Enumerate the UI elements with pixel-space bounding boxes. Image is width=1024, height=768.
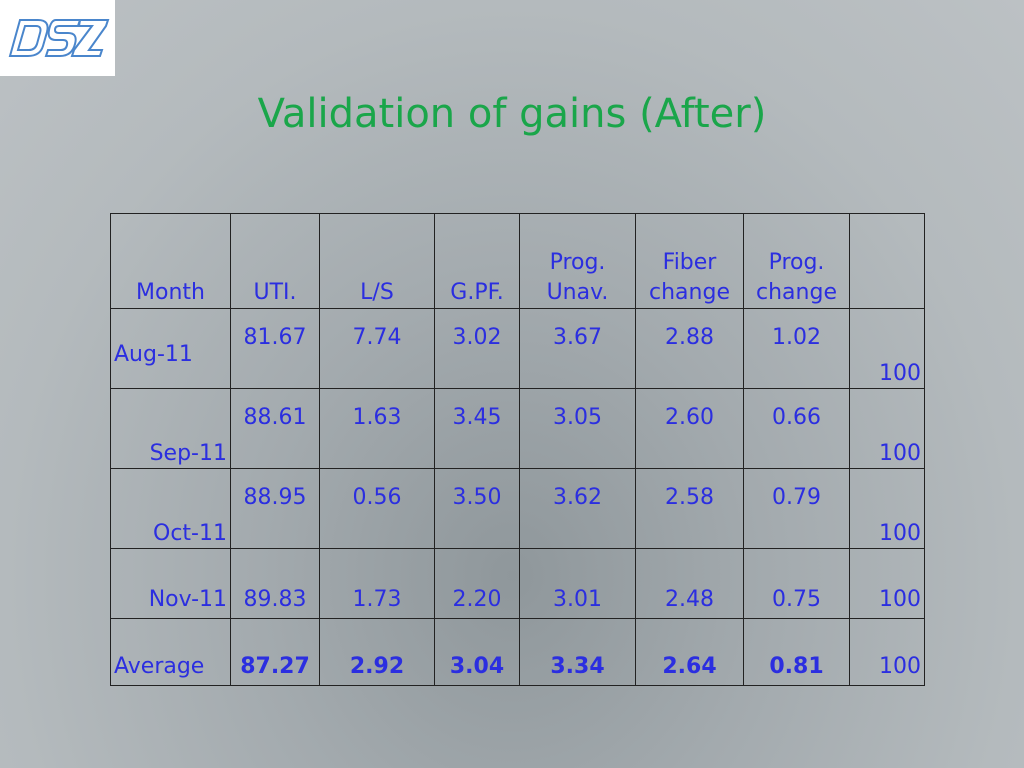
cell-avg-fiber-change: 2.64 — [635, 618, 744, 686]
header-prog-change-line2: change — [756, 280, 837, 305]
table-row: Nov-11 89.83 1.73 2.20 3.01 2.48 0.75 10… — [110, 548, 925, 619]
slide-title: Validation of gains (After) — [257, 91, 767, 137]
cell-month: Oct-11 — [110, 468, 231, 549]
cell-fiber-change: 2.88 — [635, 308, 744, 389]
cell-avg-ls: 2.92 — [319, 618, 435, 686]
cell-uti: 89.83 — [230, 548, 320, 619]
cell-uti: 81.67 — [230, 308, 320, 389]
cell-total: 100 — [849, 548, 925, 619]
dsz-logo-icon — [8, 19, 110, 57]
cell-prog-unav: 3.62 — [519, 468, 636, 549]
cell-fiber-change: 2.48 — [635, 548, 744, 619]
header-total — [849, 213, 925, 309]
cell-gpf: 3.02 — [434, 308, 520, 389]
header-ls: L/S — [319, 213, 435, 309]
cell-avg-gpf: 3.04 — [434, 618, 520, 686]
cell-prog-change: 0.75 — [743, 548, 850, 619]
table-header-row: Month UTI. L/S G.PF. Prog. Unav. Fiber c… — [110, 213, 925, 309]
cell-prog-change: 1.02 — [743, 308, 850, 389]
cell-avg-prog-change: 0.81 — [743, 618, 850, 686]
cell-prog-change: 0.79 — [743, 468, 850, 549]
cell-avg-uti: 87.27 — [230, 618, 320, 686]
cell-gpf: 2.20 — [434, 548, 520, 619]
cell-prog-unav: 3.05 — [519, 388, 636, 469]
cell-total: 100 — [849, 468, 925, 549]
cell-month: Aug-11 — [110, 308, 231, 389]
table-row: Sep-11 88.61 1.63 3.45 3.05 2.60 0.66 10… — [110, 388, 925, 469]
cell-avg-prog-unav: 3.34 — [519, 618, 636, 686]
header-fiber-change: Fiber change — [635, 213, 744, 309]
header-prog-change-line1: Prog. — [768, 250, 825, 275]
header-prog-unav-line1: Prog. — [549, 250, 606, 275]
cell-prog-unav: 3.67 — [519, 308, 636, 389]
cell-ls: 1.63 — [319, 388, 435, 469]
header-prog-change: Prog. change — [743, 213, 850, 309]
cell-prog-change: 0.66 — [743, 388, 850, 469]
cell-uti: 88.61 — [230, 388, 320, 469]
cell-ls: 7.74 — [319, 308, 435, 389]
header-prog-unav: Prog. Unav. — [519, 213, 636, 309]
cell-prog-unav: 3.01 — [519, 548, 636, 619]
cell-fiber-change: 2.58 — [635, 468, 744, 549]
gains-table: Month UTI. L/S G.PF. Prog. Unav. Fiber c… — [110, 213, 925, 686]
header-gpf: G.PF. — [434, 213, 520, 309]
cell-total: 100 — [849, 388, 925, 469]
cell-uti: 88.95 — [230, 468, 320, 549]
cell-month: Nov-11 — [110, 548, 231, 619]
company-logo — [0, 0, 115, 76]
table-average-row: Average 87.27 2.92 3.04 3.34 2.64 0.81 1… — [110, 618, 925, 686]
header-prog-unav-line2: Unav. — [546, 280, 609, 305]
cell-ls: 1.73 — [319, 548, 435, 619]
table-row: Oct-11 88.95 0.56 3.50 3.62 2.58 0.79 10… — [110, 468, 925, 549]
header-month: Month — [110, 213, 231, 309]
cell-total: 100 — [849, 308, 925, 389]
cell-fiber-change: 2.60 — [635, 388, 744, 469]
cell-ls: 0.56 — [319, 468, 435, 549]
table-row: Aug-11 81.67 7.74 3.02 3.67 2.88 1.02 10… — [110, 308, 925, 389]
header-fiber-change-line2: change — [649, 280, 730, 305]
cell-avg-total: 100 — [849, 618, 925, 686]
header-uti: UTI. — [230, 213, 320, 309]
cell-month: Sep-11 — [110, 388, 231, 469]
cell-gpf: 3.50 — [434, 468, 520, 549]
cell-gpf: 3.45 — [434, 388, 520, 469]
header-fiber-change-line1: Fiber — [662, 250, 717, 275]
cell-average-label: Average — [110, 618, 231, 686]
